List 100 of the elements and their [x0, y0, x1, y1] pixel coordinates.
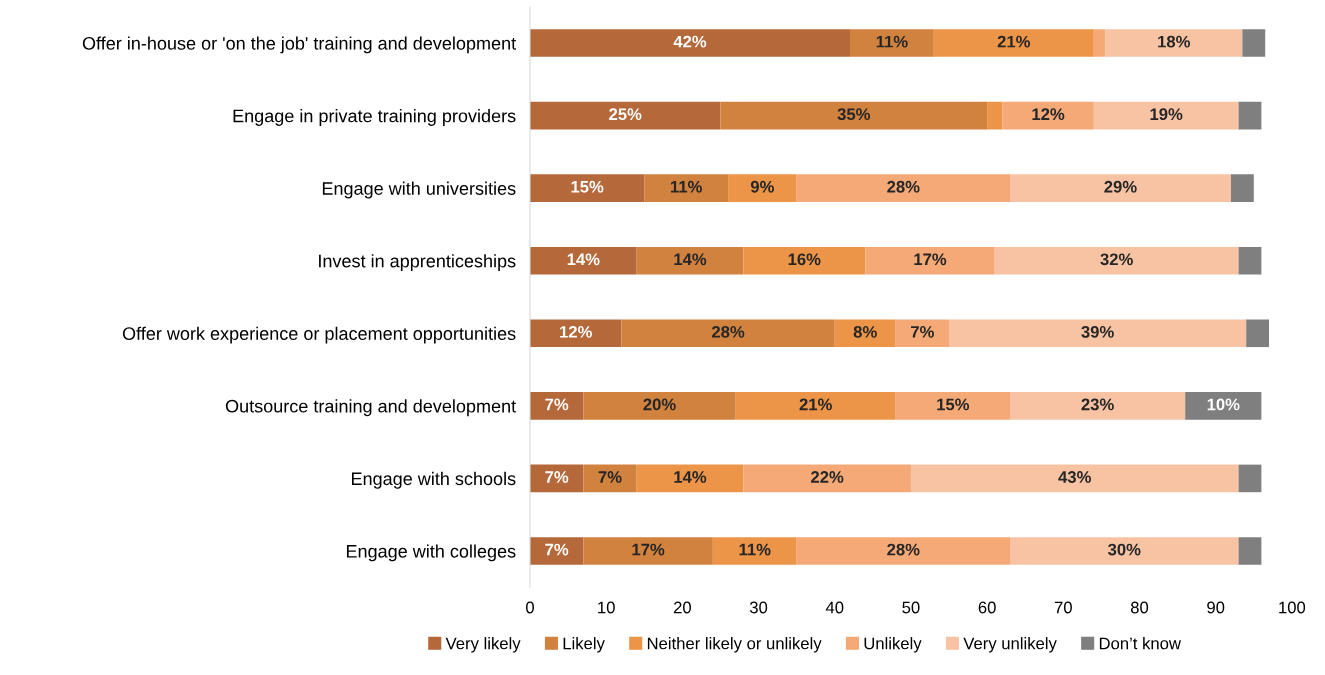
data-label: 28% [711, 325, 745, 338]
data-label: 28% [887, 543, 920, 556]
x-tick-label: 20 [673, 601, 691, 614]
x-tick-label: 50 [902, 601, 920, 614]
data-label: 42% [673, 35, 707, 48]
legend-label: Don’t know [1099, 637, 1182, 650]
data-label: 8% [853, 325, 877, 338]
data-label: 10% [1207, 398, 1240, 411]
bar [1238, 246, 1262, 275]
legend-label: Neither likely or unlikely [647, 637, 822, 653]
bar [1009, 537, 1239, 565]
data-label: 29% [1104, 180, 1137, 193]
bar [796, 537, 1010, 565]
x-tick-label: 60 [978, 601, 996, 614]
bar [1105, 29, 1243, 57]
data-label: 32% [1100, 253, 1133, 266]
bar [933, 29, 1094, 57]
data-label: 14% [567, 253, 600, 266]
data-label: 17% [914, 253, 947, 266]
x-tick-label: 30 [749, 601, 768, 614]
legend-label: Unlikely [864, 637, 922, 653]
data-label: 12% [560, 325, 592, 338]
bar [530, 319, 622, 348]
data-label: 11% [671, 180, 702, 193]
bar [583, 392, 736, 420]
data-label: 20% [643, 398, 676, 411]
y-tick-label: Offer work experience or placement opportunities [122, 326, 516, 344]
data-label: 11% [876, 35, 908, 48]
data-label: 17% [632, 543, 665, 556]
bar [1093, 101, 1239, 130]
bar [530, 392, 584, 420]
data-label: 15% [937, 398, 970, 411]
bar [949, 319, 1247, 348]
x-tick-label: 100 [1279, 601, 1306, 614]
data-label: 39% [1081, 325, 1114, 338]
data-label: 19% [1150, 108, 1183, 121]
bar [583, 537, 713, 565]
bar [1093, 29, 1106, 57]
bar [796, 174, 1010, 202]
bar [530, 246, 637, 275]
data-label: 12% [1032, 108, 1065, 121]
y-tick-label: Engage with colleges [346, 544, 516, 562]
data-label: 15% [571, 180, 604, 193]
bar [1009, 174, 1231, 202]
data-label: 21% [997, 35, 1031, 48]
legend-label: Likely [563, 637, 605, 653]
bar [994, 246, 1239, 275]
data-label: 7% [545, 543, 569, 556]
data-label: 7% [545, 398, 569, 411]
data-label: 14% [674, 471, 707, 483]
y-tick-label: Offer in-house or 'on the job' training and development [82, 36, 517, 54]
y-tick-label: Engage with schools [351, 471, 516, 489]
bar [1238, 101, 1262, 130]
bar [895, 319, 950, 348]
data-label: 21% [799, 398, 832, 411]
data-label: 25% [609, 108, 642, 121]
bar [530, 101, 721, 130]
bar [1230, 174, 1254, 202]
bar [621, 319, 835, 348]
bar [1242, 29, 1266, 57]
bar [720, 101, 988, 130]
data-label: 7% [598, 471, 622, 483]
data-label: 30% [1107, 543, 1141, 556]
bar [530, 174, 645, 202]
x-tick-label: 90 [1207, 601, 1225, 614]
data-label: 22% [811, 471, 844, 483]
y-tick-label: Engage with universities [322, 181, 516, 199]
x-tick-label: 80 [1130, 601, 1149, 614]
legend-label: Very unlikely [963, 637, 1057, 653]
bar [1238, 464, 1262, 493]
bar [735, 392, 896, 420]
bar [636, 464, 744, 493]
bar [865, 246, 995, 275]
y-tick-label: Outsource training and development [225, 399, 516, 417]
y-tick-label: Engage in private training providers [233, 109, 516, 126]
bar [849, 29, 934, 57]
bar [1009, 392, 1186, 420]
data-label: 7% [545, 471, 569, 483]
bar [910, 464, 1239, 493]
data-label: 35% [837, 108, 871, 121]
data-label: 23% [1081, 398, 1114, 411]
x-tick-label: 10 [598, 601, 615, 614]
bar [1185, 392, 1262, 420]
bar [644, 174, 729, 202]
bar [895, 392, 1010, 420]
bar [728, 174, 797, 202]
data-label: 11% [739, 543, 771, 556]
data-label: 9% [750, 180, 774, 193]
bar [530, 29, 850, 57]
data-label: 7% [911, 325, 934, 338]
bar [743, 246, 866, 275]
bar [834, 319, 896, 348]
bar [583, 464, 637, 493]
data-label: 18% [1158, 35, 1191, 48]
bar [1246, 319, 1270, 348]
x-tick-label: 40 [825, 601, 844, 614]
bar [987, 101, 1003, 130]
bar [743, 464, 911, 493]
bar [530, 537, 584, 565]
bar [712, 537, 797, 565]
